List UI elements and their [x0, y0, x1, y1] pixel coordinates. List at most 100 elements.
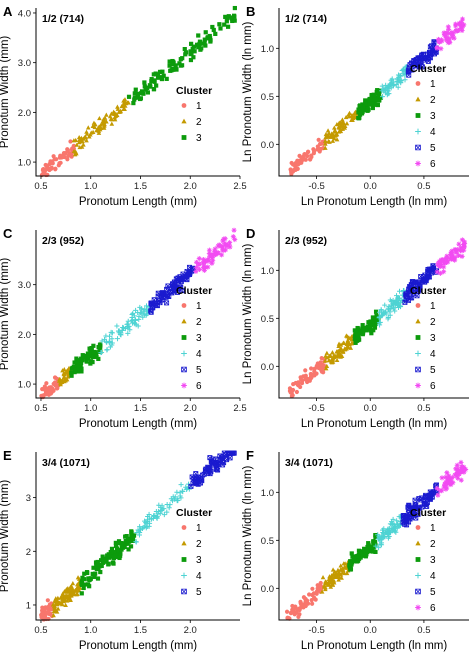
x-tick-label: 0.0	[364, 403, 377, 414]
data-point-cluster-3	[91, 343, 96, 348]
data-point-cluster-1	[311, 372, 316, 378]
x-tick-label: 0.5	[34, 403, 47, 414]
data-point-cluster-2	[126, 100, 131, 105]
data-point-cluster-2	[69, 591, 75, 597]
data-point-cluster-3	[224, 19, 229, 24]
data-point-cluster-2	[104, 112, 109, 117]
data-point-cluster-1	[52, 380, 58, 385]
data-point-cluster-5	[406, 67, 412, 73]
data-point-cluster-3	[378, 95, 384, 100]
data-point-cluster-4	[132, 317, 139, 323]
data-point-cluster-1	[310, 601, 315, 606]
data-point-cluster-3	[189, 41, 194, 46]
data-point-cluster-5	[427, 50, 433, 56]
scatter-points	[288, 16, 467, 177]
data-point-cluster-1	[55, 386, 60, 391]
data-point-cluster-6	[232, 237, 238, 243]
y-axis-title: Ln Pronotum Width (ln mm)	[242, 22, 254, 163]
data-point-cluster-2	[329, 577, 335, 583]
data-point-cluster-6	[442, 33, 448, 39]
data-point-cluster-2	[112, 110, 118, 115]
data-point-cluster-3	[369, 545, 375, 550]
x-tick-label: 0.0	[364, 625, 377, 636]
data-point-cluster-6	[435, 492, 441, 498]
data-point-cluster-3	[370, 549, 375, 554]
data-point-cluster-2	[69, 585, 75, 590]
data-point-cluster-1	[44, 381, 49, 386]
legend-key-1	[181, 303, 187, 308]
data-point-cluster-1	[298, 605, 303, 611]
data-point-cluster-3	[142, 80, 147, 85]
data-point-cluster-5	[164, 300, 170, 306]
data-point-cluster-4	[136, 530, 142, 536]
data-point-cluster-4	[396, 288, 403, 294]
data-point-cluster-2	[121, 102, 127, 107]
data-point-cluster-6	[211, 248, 217, 254]
data-point-cluster-2	[336, 572, 341, 577]
data-point-cluster-4	[378, 307, 384, 313]
data-point-cluster-6	[444, 253, 450, 259]
data-point-cluster-6	[439, 38, 445, 44]
data-point-cluster-5	[149, 300, 155, 306]
data-point-cluster-1	[317, 584, 322, 589]
data-point-cluster-1	[311, 591, 316, 596]
panel-e: 0.5 1.0 1.5 2.0 1 2 3 Pronotum Length (mm) Prono…	[0, 448, 240, 652]
data-point-cluster-4	[159, 503, 165, 509]
data-point-cluster-1	[44, 391, 49, 396]
data-point-cluster-3	[370, 321, 375, 326]
legend-key-4	[181, 350, 187, 357]
data-point-cluster-3	[370, 319, 375, 324]
data-point-cluster-3	[76, 358, 82, 364]
data-point-cluster-3	[373, 542, 378, 547]
data-point-cluster-4	[395, 523, 401, 529]
data-point-cluster-2	[334, 357, 340, 363]
data-point-cluster-3	[149, 79, 154, 84]
data-point-cluster-3	[190, 46, 195, 51]
data-point-cluster-2	[320, 575, 326, 580]
data-point-cluster-4	[130, 310, 136, 316]
data-point-cluster-3	[196, 45, 201, 50]
data-point-cluster-2	[349, 113, 355, 119]
legend-key-3	[415, 113, 421, 118]
data-point-cluster-6	[209, 260, 215, 266]
data-point-cluster-5	[413, 505, 419, 511]
data-point-cluster-2	[334, 122, 340, 127]
data-point-cluster-6	[446, 30, 452, 36]
x-tick-label: 0.5	[34, 181, 47, 192]
x-tick-label: 1.0	[84, 181, 97, 192]
data-point-cluster-6	[452, 254, 458, 261]
data-point-cluster-4	[379, 532, 385, 538]
legend-label: 2	[196, 539, 202, 550]
data-point-cluster-4	[150, 515, 156, 521]
data-point-cluster-3	[152, 78, 157, 83]
data-point-cluster-3	[87, 346, 92, 351]
data-point-cluster-2	[344, 345, 350, 350]
data-point-cluster-3	[368, 320, 373, 325]
data-point-cluster-1	[53, 167, 58, 172]
data-point-cluster-3	[156, 72, 161, 77]
data-point-cluster-5	[217, 457, 223, 463]
legend-title: Cluster	[176, 285, 212, 297]
data-point-cluster-2	[66, 588, 72, 594]
data-point-cluster-2	[327, 353, 332, 358]
data-point-cluster-3	[369, 331, 374, 336]
data-point-cluster-1	[306, 149, 311, 155]
data-point-cluster-1	[299, 377, 304, 382]
x-tick-label: 0.5	[34, 625, 47, 636]
data-point-cluster-5	[427, 495, 433, 501]
data-point-cluster-3	[109, 546, 115, 551]
data-point-cluster-6	[439, 475, 445, 481]
data-point-cluster-3	[139, 90, 144, 96]
data-point-cluster-3	[130, 535, 136, 540]
data-point-cluster-1	[58, 153, 63, 158]
data-point-cluster-3	[90, 571, 95, 577]
data-point-cluster-3	[363, 550, 368, 555]
legend-label: 6	[196, 381, 202, 392]
legend-label: 3	[430, 333, 436, 344]
data-point-cluster-6	[458, 477, 464, 483]
data-point-cluster-4	[135, 323, 141, 329]
data-point-cluster-4	[139, 307, 145, 313]
axis-lines	[35, 230, 240, 399]
data-point-cluster-2	[326, 131, 332, 136]
data-point-cluster-2	[330, 357, 336, 362]
